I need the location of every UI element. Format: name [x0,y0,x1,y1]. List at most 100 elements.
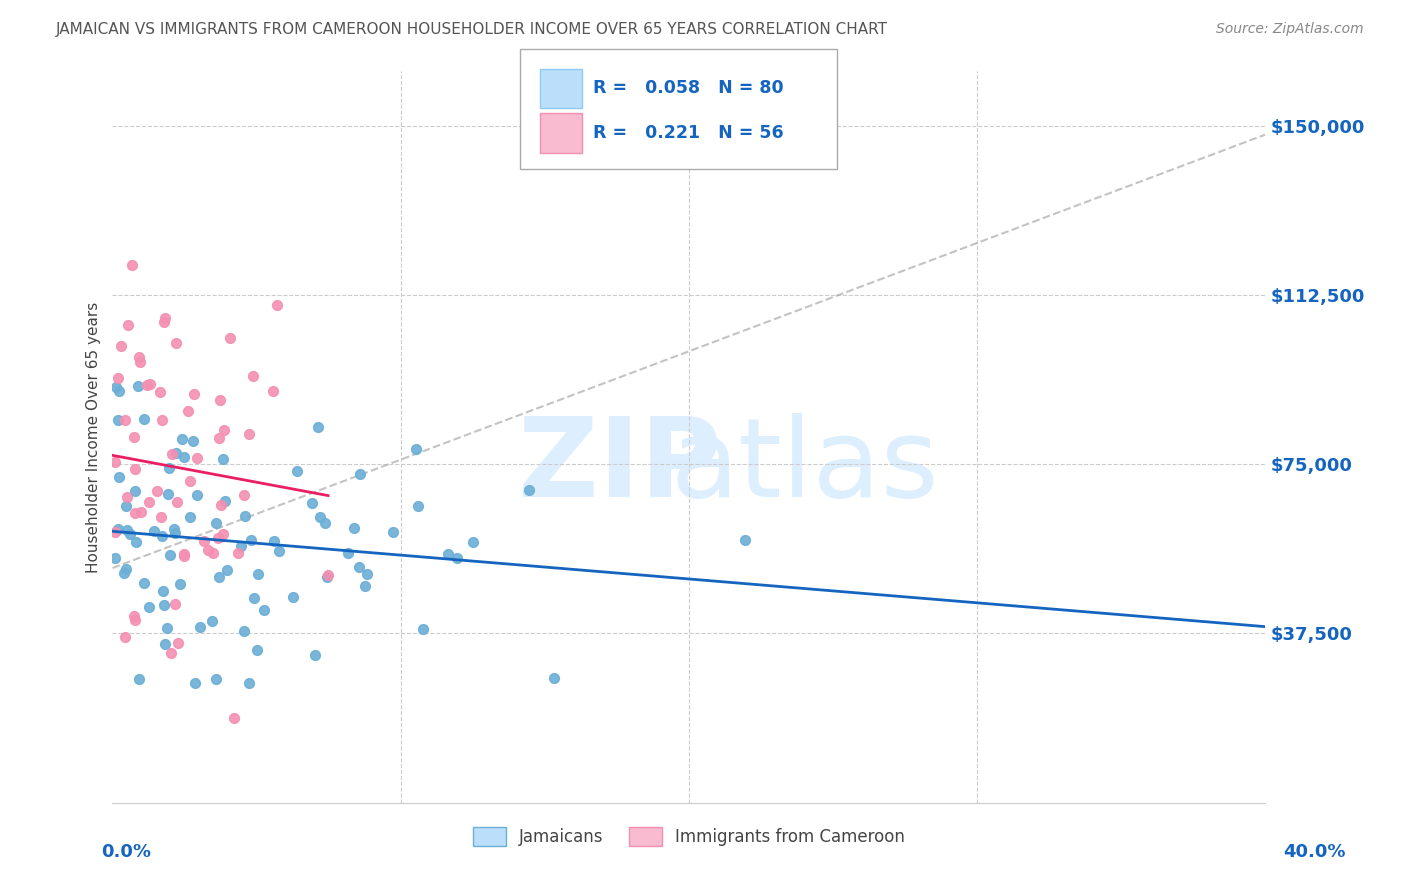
Point [381,524,404,539]
Point [104,380,127,394]
Point [201,546,224,560]
Point [269,544,291,558]
Point [233,488,256,502]
Point [304,648,326,662]
Point [104,454,127,468]
Point [165,446,187,460]
Point [177,404,200,418]
Point [153,315,176,329]
Legend: Jamaicans, Immigrants from Cameroon: Jamaicans, Immigrants from Cameroon [465,821,912,853]
Point [301,496,323,510]
Point [517,483,540,497]
Point [183,434,205,449]
Point [446,551,468,566]
Point [104,525,127,540]
Point [183,676,205,690]
Point [152,583,174,598]
Point [228,546,250,560]
Point [232,624,254,639]
Point [183,387,205,401]
Point [107,522,129,536]
Point [124,461,146,475]
Point [122,430,145,444]
Point [156,621,179,635]
Text: JAMAICAN VS IMMIGRANTS FROM CAMEROON HOUSEHOLDER INCOME OVER 65 YEARS CORRELATIO: JAMAICAN VS IMMIGRANTS FROM CAMEROON HOU… [56,22,889,37]
Point [172,432,194,446]
Point [734,533,756,548]
Point [108,470,131,484]
Point [315,570,337,584]
Point [337,546,360,560]
Point [208,432,231,446]
Point [356,567,378,582]
Point [212,423,235,437]
Point [159,548,181,562]
Point [437,547,460,561]
Point [138,495,160,509]
Point [343,521,366,535]
Point [107,413,129,427]
Point [215,563,238,577]
Point [197,542,219,557]
Text: R =   0.058   N = 80: R = 0.058 N = 80 [593,79,785,97]
Point [153,637,176,651]
Point [149,385,172,400]
Text: 40.0%: 40.0% [1284,843,1346,861]
Point [353,579,375,593]
Point [128,351,150,365]
Point [205,672,228,686]
Text: R =   0.221   N = 56: R = 0.221 N = 56 [593,124,785,142]
Point [266,298,288,312]
Point [308,419,330,434]
Point [238,676,260,690]
Point [169,577,191,591]
Point [134,575,156,590]
Point [347,559,370,574]
Text: atlas: atlas [671,413,938,520]
Point [240,533,263,547]
Point [166,494,188,508]
Point [263,533,285,548]
Point [229,540,252,554]
Point [114,562,136,576]
Point [247,566,270,581]
Point [114,566,136,581]
Point [201,614,224,628]
Point [146,483,169,498]
Point [179,510,201,524]
Point [207,531,229,545]
Point [167,635,190,649]
Point [543,671,565,685]
Point [143,524,166,539]
Point [153,311,176,326]
Point [193,534,215,549]
Point [349,467,371,481]
Point [107,371,129,385]
Point [124,506,146,520]
Text: Source: ZipAtlas.com: Source: ZipAtlas.com [1216,22,1364,37]
Point [125,535,148,549]
Point [208,569,231,583]
Point [117,318,139,332]
Point [165,336,187,351]
Point [163,526,186,541]
Point [224,711,246,725]
Point [104,550,127,565]
Point [128,672,150,686]
Point [262,384,284,398]
Point [173,450,195,465]
Point [405,442,427,457]
Point [138,599,160,614]
Point [160,646,183,660]
Point [188,620,211,634]
Point [242,369,264,384]
Point [150,528,173,542]
Point [134,411,156,425]
Text: ZIP: ZIP [517,413,721,520]
Text: 0.0%: 0.0% [101,843,152,861]
Point [209,392,232,407]
Point [153,599,176,613]
Point [406,499,429,513]
Point [139,376,162,391]
Point [233,509,256,524]
